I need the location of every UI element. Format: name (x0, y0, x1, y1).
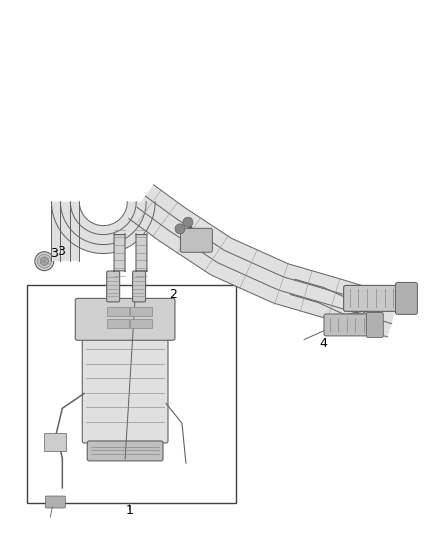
Text: 2: 2 (169, 288, 177, 301)
FancyBboxPatch shape (107, 271, 120, 302)
Polygon shape (145, 185, 400, 310)
FancyBboxPatch shape (344, 285, 399, 311)
Text: 4: 4 (320, 336, 328, 350)
Polygon shape (129, 207, 392, 337)
Bar (27, 285, 237, 503)
Text: 1: 1 (126, 504, 134, 517)
Bar (107, 308, 129, 317)
Circle shape (183, 217, 193, 227)
FancyBboxPatch shape (114, 233, 125, 272)
Polygon shape (51, 201, 79, 261)
Bar (130, 308, 152, 317)
Text: 3: 3 (50, 247, 58, 260)
FancyBboxPatch shape (324, 314, 370, 336)
Polygon shape (137, 196, 396, 324)
Circle shape (40, 257, 48, 265)
FancyBboxPatch shape (133, 271, 145, 302)
Polygon shape (51, 201, 155, 254)
Bar (107, 319, 129, 328)
Circle shape (35, 252, 54, 271)
Circle shape (175, 224, 185, 234)
FancyBboxPatch shape (136, 233, 147, 272)
FancyBboxPatch shape (180, 228, 212, 252)
FancyBboxPatch shape (46, 496, 65, 508)
Bar (44, 433, 66, 451)
Text: 3: 3 (57, 245, 65, 258)
FancyBboxPatch shape (82, 334, 168, 443)
FancyBboxPatch shape (396, 282, 417, 314)
FancyBboxPatch shape (87, 441, 163, 461)
Bar (130, 319, 152, 328)
Circle shape (37, 254, 51, 268)
FancyBboxPatch shape (75, 298, 175, 340)
FancyBboxPatch shape (366, 312, 383, 337)
